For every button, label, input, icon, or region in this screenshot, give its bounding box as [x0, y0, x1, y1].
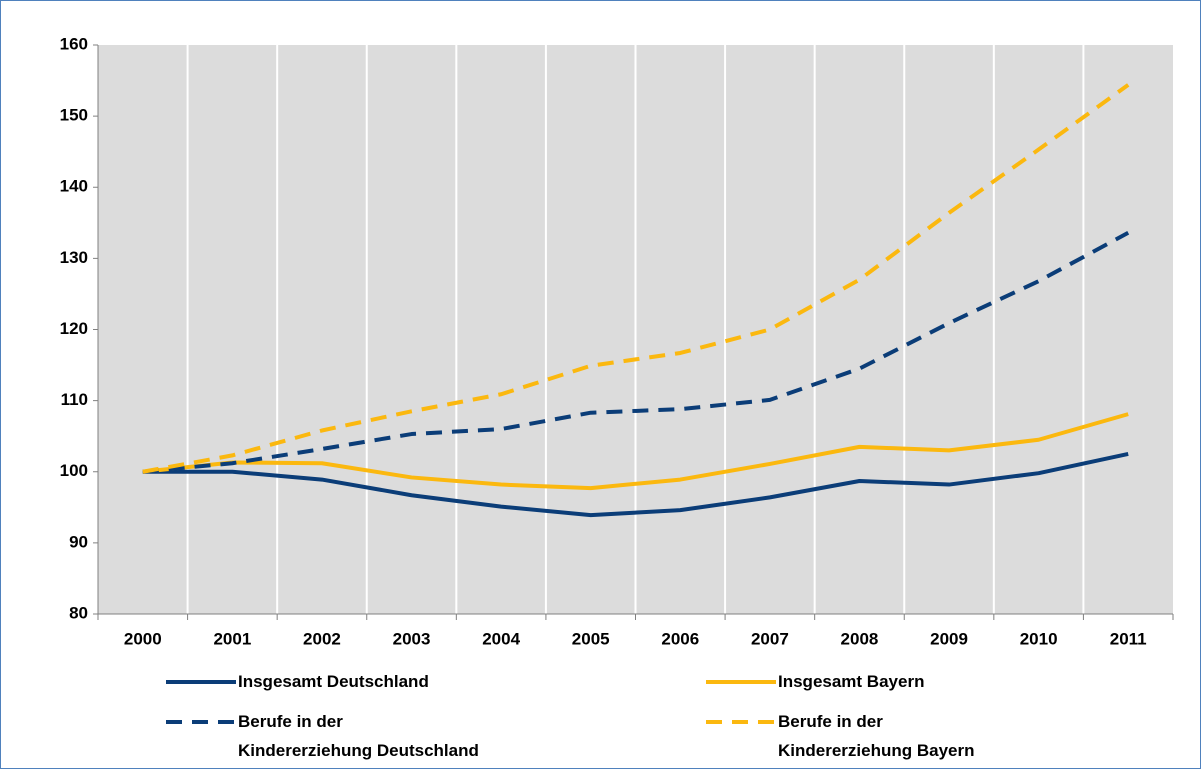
x-tick-label: 2011 — [1110, 629, 1147, 648]
x-tick-label: 2002 — [303, 629, 341, 648]
y-tick-label: 100 — [60, 461, 88, 480]
series-line — [142, 231, 1130, 474]
y-tick-label: 150 — [60, 106, 88, 125]
x-tick-label: 2005 — [572, 629, 610, 648]
series-line — [142, 83, 1130, 474]
y-tick-label: 110 — [61, 390, 88, 409]
series-line — [142, 412, 1129, 491]
y-tick-label: 160 — [60, 34, 88, 53]
series-line — [142, 452, 1129, 518]
y-tick-label: 130 — [60, 248, 88, 267]
y-tick-label: 140 — [60, 177, 88, 196]
legend-label: Berufe in der Kindererziehung Bayern — [778, 712, 975, 760]
legend-label: Insgesamt Bayern — [778, 672, 925, 691]
x-tick-label: 2009 — [930, 629, 968, 648]
y-tick-label: 90 — [69, 532, 88, 551]
x-tick-label: 2010 — [1020, 629, 1058, 648]
x-tick-label: 2001 — [213, 629, 251, 648]
x-tick-label: 2007 — [751, 629, 789, 648]
y-tick-label: 80 — [69, 603, 88, 622]
y-tick-label: 120 — [60, 319, 88, 338]
legend-label: Insgesamt Deutschland — [238, 672, 429, 691]
x-tick-label: 2008 — [841, 629, 879, 648]
x-tick-label: 2006 — [661, 629, 699, 648]
x-tick-label: 2004 — [482, 629, 520, 648]
x-tick-label: 2000 — [124, 629, 162, 648]
x-tick-label: 2003 — [393, 629, 431, 648]
legend-label: Berufe in der Kindererziehung Deutschlan… — [238, 712, 479, 760]
